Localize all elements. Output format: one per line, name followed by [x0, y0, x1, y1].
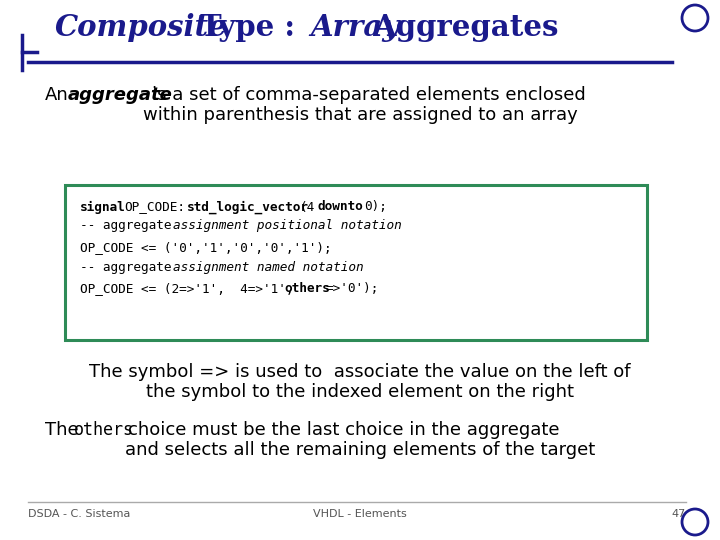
Text: VHDL - Elements: VHDL - Elements	[313, 509, 407, 519]
Text: The: The	[45, 421, 78, 439]
Text: assignment positional notation: assignment positional notation	[173, 219, 402, 233]
Text: (4: (4	[299, 200, 314, 213]
Text: is a set of comma-separated elements enclosed: is a set of comma-separated elements enc…	[152, 86, 586, 104]
Text: downto: downto	[317, 200, 363, 213]
Text: Composite: Composite	[55, 14, 228, 43]
Text: Type :: Type :	[200, 14, 295, 43]
Text: -- aggregate: -- aggregate	[80, 260, 171, 273]
Text: std_logic_vector: std_logic_vector	[187, 200, 309, 214]
Text: and selects all the remaining elements of the target: and selects all the remaining elements o…	[125, 441, 595, 459]
Text: =>'0');: =>'0');	[326, 282, 379, 295]
Text: OP_CODE <= ('0','1','0','0','1');: OP_CODE <= ('0','1','0','0','1');	[80, 241, 332, 254]
Text: -- aggregate: -- aggregate	[80, 219, 171, 233]
Text: 0);: 0);	[364, 200, 387, 213]
Text: DSDA - C. Sistema: DSDA - C. Sistema	[28, 509, 130, 519]
Text: aggregate: aggregate	[68, 86, 173, 104]
Text: OP_CODE <= (2=>'1',  4=>'1',: OP_CODE <= (2=>'1', 4=>'1',	[80, 282, 294, 295]
Text: The symbol => is used to  associate the value on the left of: The symbol => is used to associate the v…	[89, 363, 631, 381]
Text: Array: Array	[310, 14, 399, 43]
Text: choice must be the last choice in the aggregate: choice must be the last choice in the ag…	[128, 421, 559, 439]
Text: within parenthesis that are assigned to an array: within parenthesis that are assigned to …	[143, 106, 577, 124]
Text: 47: 47	[672, 509, 686, 519]
Text: others: others	[74, 421, 134, 439]
Text: the symbol to the indexed element on the right: the symbol to the indexed element on the…	[146, 383, 574, 401]
Text: An: An	[45, 86, 68, 104]
Text: others: others	[284, 282, 330, 295]
Text: signal: signal	[80, 200, 126, 213]
Text: assignment named notation: assignment named notation	[173, 260, 364, 273]
Text: OP_CODE:: OP_CODE:	[124, 200, 185, 213]
FancyBboxPatch shape	[65, 185, 647, 340]
Text: Aggregates: Aggregates	[373, 14, 559, 43]
